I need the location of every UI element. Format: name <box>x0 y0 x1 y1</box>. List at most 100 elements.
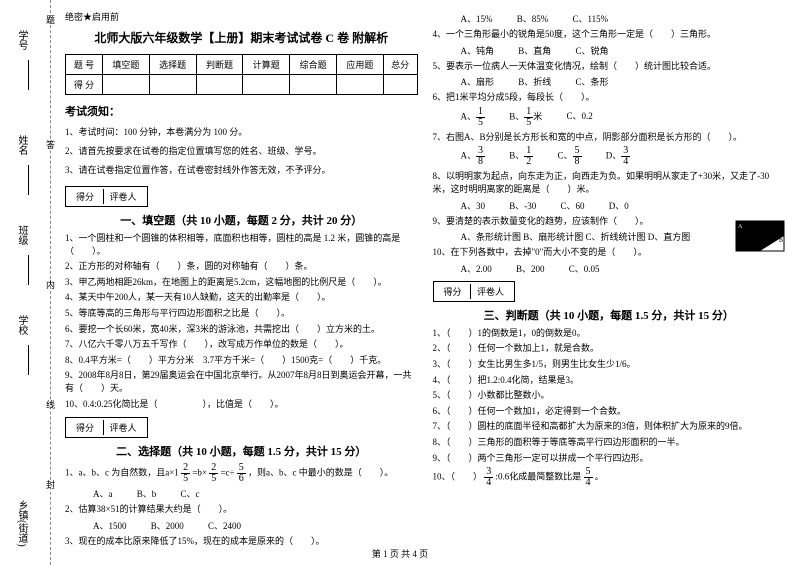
option[interactable]: A、条形统计图 B、扇形统计图 C、折线统计图 D、直方图 <box>461 230 691 243</box>
judge-question: 1、（ ）1的倒数是1，0的倒数是0。 <box>433 327 786 340</box>
svg-text:A: A <box>738 224 743 230</box>
row-label-cell: 得 分 <box>66 75 103 95</box>
scorer-label: 得分 <box>438 284 468 299</box>
right-column: A、15% B、85% C、115% 4、一个三角形最小的锐角是50度，这个三角… <box>433 10 786 550</box>
options: A、2.00 B、200 C、0.05 <box>433 262 786 275</box>
option[interactable]: B、200 <box>516 262 545 275</box>
field-school: 学校 <box>14 315 29 335</box>
fill-question: 8、0.4平方米=（ ）平方分米 3.7平方千米=（ ）1500克=（ ）千克。 <box>65 354 418 367</box>
score-cell[interactable] <box>337 75 384 95</box>
section-2-title: 二、选择题（共 10 小题，每题 1.5 分，共计 15 分） <box>65 443 418 459</box>
dash-label: 线 <box>44 400 57 409</box>
notice-item: 3、请在试卷指定位置作答，在试卷密封线外作答无效，不予评分。 <box>65 163 418 176</box>
option[interactable]: B、直角 <box>518 44 551 57</box>
choice-question: 9、要清楚的表示数量变化的趋势，应该制作（ ）。 <box>433 215 786 228</box>
option[interactable]: C、条形 <box>576 75 609 88</box>
option[interactable]: B、85% <box>517 12 549 25</box>
options: A、条形统计图 B、扇形统计图 C、折线统计图 D、直方图 <box>433 230 786 243</box>
dash-label: 封 <box>44 480 57 489</box>
option[interactable]: A、a <box>93 487 113 500</box>
score-cell[interactable] <box>243 75 290 95</box>
option[interactable]: D、34 <box>606 146 631 167</box>
svg-text:B: B <box>779 238 783 244</box>
notice-title: 考试须知： <box>65 103 418 119</box>
field-town: 乡镇(街道) <box>14 500 29 547</box>
option[interactable]: C、60 <box>561 199 585 212</box>
score-cell[interactable] <box>290 75 337 95</box>
table-row: 题 号 填空题 选择题 判断题 计算题 综合题 应用题 总分 <box>66 55 418 75</box>
judge-question: 6、（ ）任何一个数加1，必定得到一个合数。 <box>433 405 786 418</box>
option[interactable]: B、折线 <box>518 75 551 88</box>
fill-question: 6、要挖一个长60米，宽40米，深3米的游泳池，共需挖出（ ）立方米的土。 <box>65 323 418 336</box>
options: A、a B、b C、c <box>65 487 418 500</box>
option[interactable]: A、15% <box>461 12 493 25</box>
choice-question: 5、要表示一位病人一天体温变化情况，绘制（ ）统计图比较合适。 <box>433 60 786 73</box>
scorer-box: 得分 评卷人 <box>65 186 148 207</box>
choice-question: 8、以明明家为起点，向东走为正，向西走为负。如果明明从家走了+30米，又走了-3… <box>433 170 786 195</box>
fraction: 25 <box>181 463 190 484</box>
option[interactable]: A、15 <box>461 107 486 128</box>
option[interactable]: C、c <box>181 487 200 500</box>
option[interactable]: C、115% <box>573 12 609 25</box>
options: A、扇形 B、折线 C、条形 <box>433 75 786 88</box>
exam-title: 北师大版六年级数学【上册】期末考试试卷 C 卷 附解析 <box>65 29 418 46</box>
option[interactable]: B、15米 <box>509 107 542 128</box>
field-line <box>28 255 29 285</box>
fraction: 25 <box>209 463 218 484</box>
page-content: 绝密★启用前 北师大版六年级数学【上册】期末考试试卷 C 卷 附解析 题 号 填… <box>65 10 785 550</box>
options: A、15 B、15米 C、0.2 <box>433 107 786 128</box>
judge-question: 5、（ ）小数都比整数小。 <box>433 389 786 402</box>
option[interactable]: A、2.00 <box>461 262 492 275</box>
judge-question: 9、（ ）两个三角形一定可以拼成一个平行四边形。 <box>433 452 786 465</box>
q-text: :0.6化成最简整数比是 <box>496 472 582 482</box>
notice-item: 2、请首先按要求在试卷的指定位置填写您的姓名、班级、学号。 <box>65 144 418 157</box>
score-cell[interactable] <box>196 75 243 95</box>
q-text: 。 <box>595 472 604 482</box>
options: A、1500 B、2000 C、2400 <box>65 519 418 532</box>
score-cell[interactable] <box>149 75 196 95</box>
fraction: 15 <box>524 107 533 128</box>
choice-question: 7、右图A、B分别是长方形长和宽的中点，阴影部分面积是长方形的（ ）。 <box>433 131 786 144</box>
grader-label: 评卷人 <box>470 284 510 299</box>
field-line <box>28 345 29 375</box>
options: A、15% B、85% C、115% <box>433 12 786 25</box>
dash-label: 内 <box>44 280 57 289</box>
scorer-label: 得分 <box>70 420 100 435</box>
fill-question: 4、某天中午200人，某一天有10人缺勤，这天的出勤率是（ ）。 <box>65 291 418 304</box>
option[interactable]: A、1500 <box>93 519 127 532</box>
option[interactable]: C、锐角 <box>576 44 609 57</box>
option[interactable]: B、b <box>137 487 157 500</box>
fraction: 54 <box>584 467 593 488</box>
option[interactable]: A、38 <box>461 146 486 167</box>
option[interactable]: A、30 <box>461 199 486 212</box>
option[interactable]: C、58 <box>558 146 582 167</box>
score-cell[interactable] <box>383 75 417 95</box>
section-3-title: 三、判断题（共 10 小题，每题 1.5 分，共计 15 分） <box>433 307 786 323</box>
option[interactable]: B、12 <box>509 146 533 167</box>
option[interactable]: C、2400 <box>208 519 241 532</box>
fill-question: 3、甲乙两地相距26km，在地图上的距离是5.2cm，这幅地图的比例尺是（ ）。 <box>65 276 418 289</box>
option[interactable]: A、扇形 <box>461 75 495 88</box>
choice-question: 6、把1米平均分成5段，每段长（ ）。 <box>433 91 786 104</box>
option[interactable]: D、0 <box>609 199 629 212</box>
judge-question: 10、（ ） 34 :0.6化成最简整数比是 54 。 <box>433 467 786 488</box>
option[interactable]: A、钝角 <box>461 44 495 57</box>
q-text: =c÷ <box>220 468 234 478</box>
grader-label: 评卷人 <box>103 189 143 204</box>
notice-item: 1、考试时间：100 分钟，本卷满分为 100 分。 <box>65 125 418 138</box>
rectangle-diagram: A B <box>735 220 785 252</box>
score-cell[interactable] <box>102 75 149 95</box>
header-cell: 总分 <box>383 55 417 75</box>
field-class: 班级 <box>14 225 29 245</box>
fraction: 56 <box>237 463 246 484</box>
field-name: 姓名 <box>14 135 29 155</box>
table-row: 得 分 <box>66 75 418 95</box>
choice-question: 1、a、b、c 为自然数，且a×1 25 =b× 25 =c÷ 56 ，则a、b… <box>65 463 418 484</box>
option[interactable]: C、0.2 <box>567 109 593 122</box>
judge-question: 2、（ ）任何一个数加上1，就是合数。 <box>433 342 786 355</box>
option[interactable]: B、2000 <box>151 519 184 532</box>
option[interactable]: C、0.05 <box>569 262 600 275</box>
q-text: =b× <box>192 468 207 478</box>
option[interactable]: B、-30 <box>509 199 536 212</box>
header-cell: 计算题 <box>243 55 290 75</box>
